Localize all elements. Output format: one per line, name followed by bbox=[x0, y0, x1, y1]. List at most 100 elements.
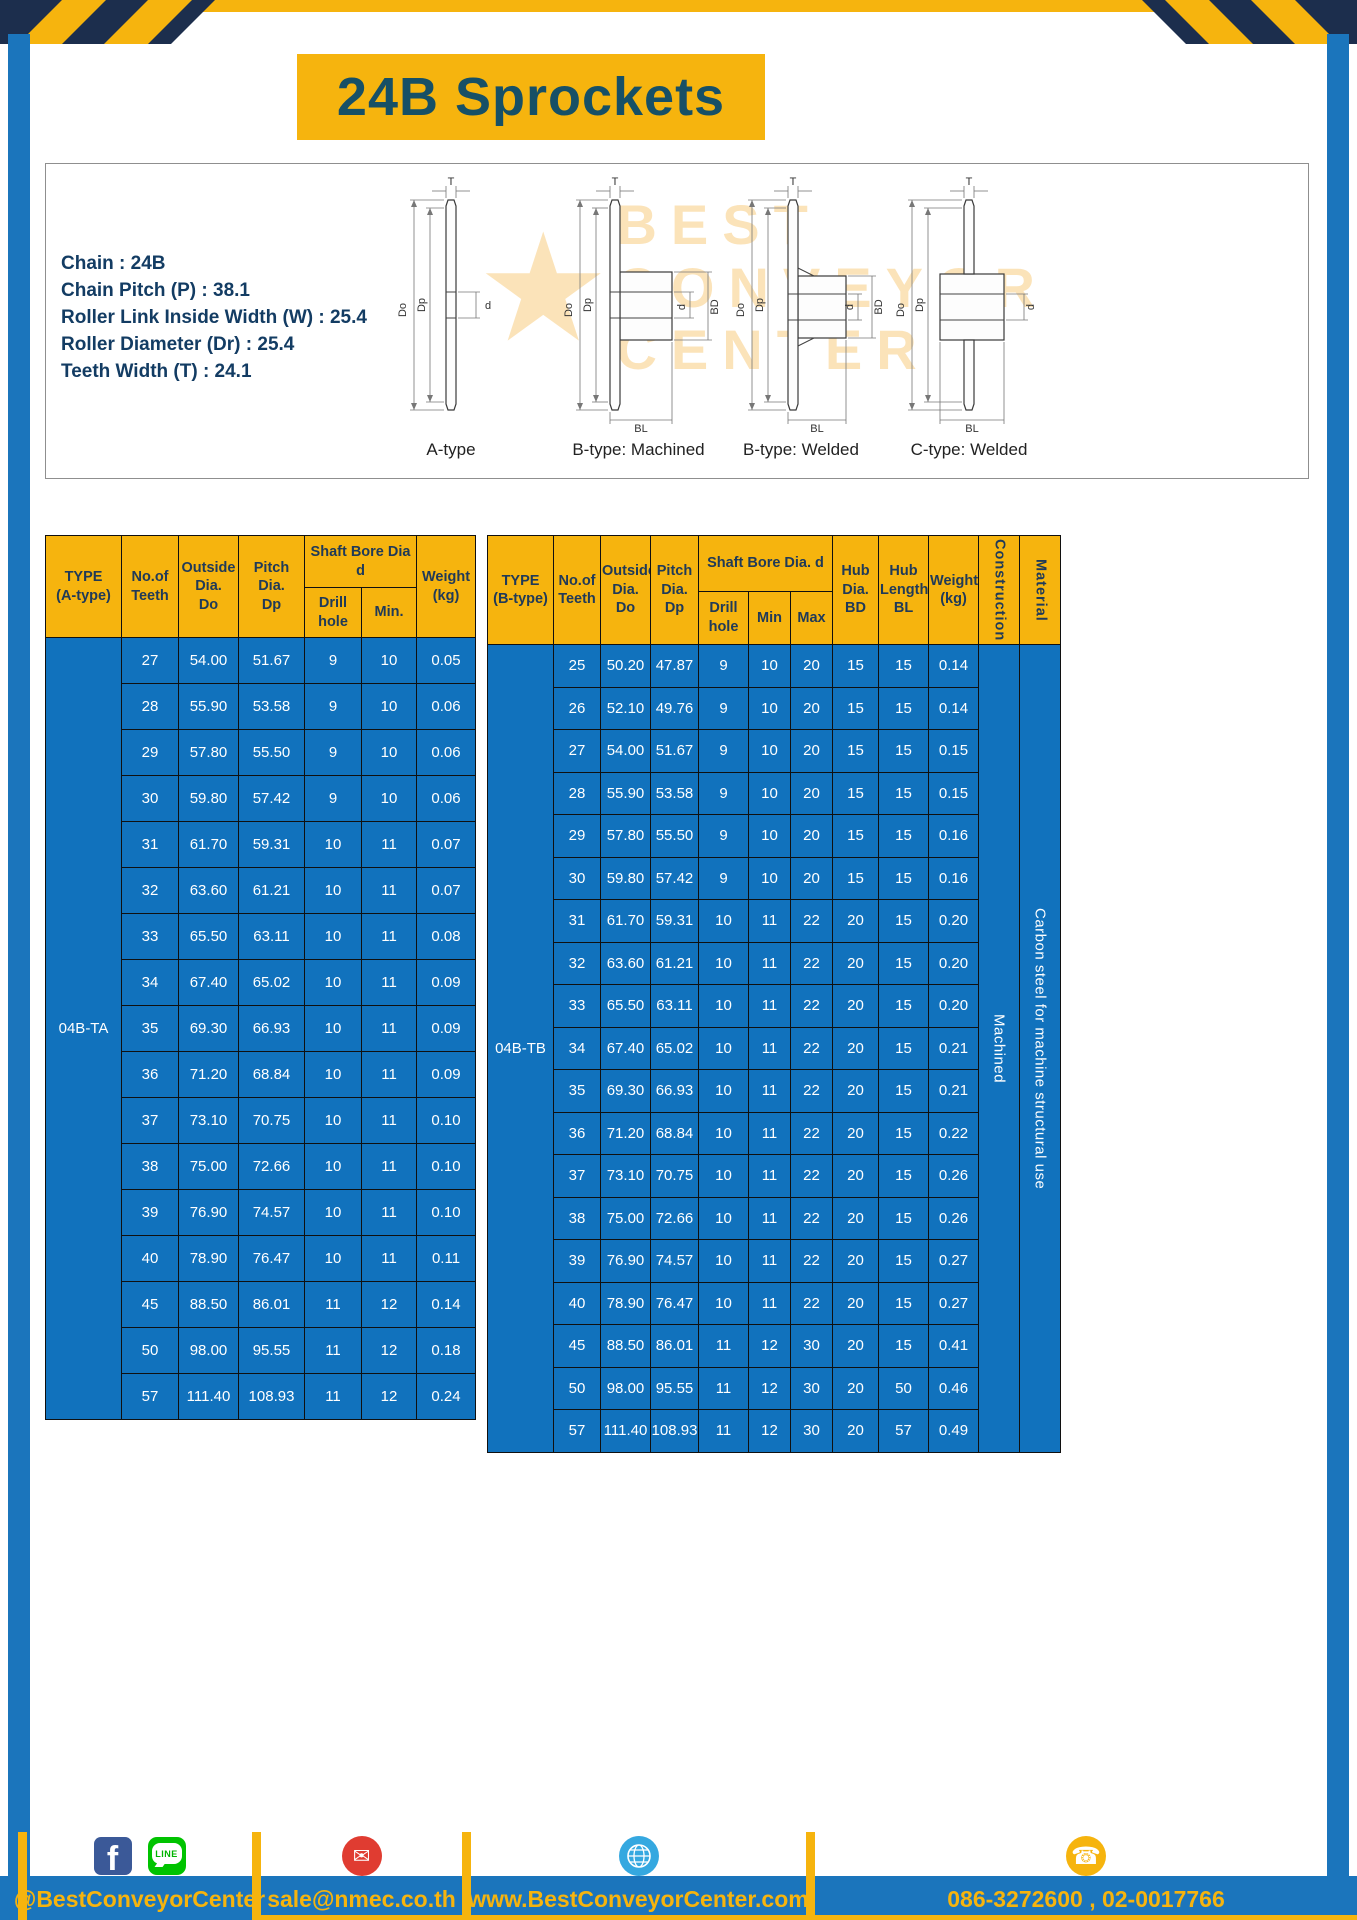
table-cell: 0.14 bbox=[928, 686, 980, 731]
table-cell: 9 bbox=[698, 729, 749, 773]
table-cell: 15 bbox=[878, 771, 930, 816]
table-cell: 11 bbox=[360, 959, 418, 1006]
table-cell: 75.00 bbox=[178, 1143, 239, 1190]
svg-text:d: d bbox=[1025, 304, 1037, 310]
table-cell: 20 bbox=[832, 1281, 880, 1326]
table-cell: 11 bbox=[360, 1189, 418, 1236]
table-row: 36 71.20 68.84 10 11 0.09 bbox=[46, 1051, 477, 1098]
header-construction: Construction bbox=[978, 534, 1021, 646]
table-cell: 74.57 bbox=[650, 1239, 699, 1283]
table-cell: 9 bbox=[698, 771, 749, 816]
header-material: Material bbox=[1019, 534, 1062, 646]
table-cell: 47.87 bbox=[650, 644, 699, 688]
table-cell: 10 bbox=[360, 729, 418, 776]
table-cell: 76.47 bbox=[238, 1235, 305, 1282]
table-cell: 95.55 bbox=[650, 1366, 699, 1411]
table-cell: 10 bbox=[698, 941, 749, 986]
table-cell: 11 bbox=[748, 1026, 791, 1071]
table-row: 40 78.90 76.47 10 11 0.11 bbox=[46, 1235, 477, 1282]
table-cell: 20 bbox=[832, 1366, 880, 1411]
table-cell: 63.60 bbox=[600, 941, 651, 986]
phone-icon: ☎ bbox=[1066, 1836, 1106, 1877]
table-cell: 67.40 bbox=[600, 1026, 651, 1071]
table-row: 28 55.90 53.58 9 10 20 15 15 0.15 bbox=[488, 771, 1061, 816]
table-row: 35 69.30 66.93 10 11 22 20 15 0.21 bbox=[488, 1069, 1061, 1113]
table-cell: 65.02 bbox=[650, 1026, 699, 1071]
svg-text:Do: Do bbox=[895, 303, 907, 317]
table-cell: 0.21 bbox=[928, 1026, 980, 1071]
table-cell: 10 bbox=[304, 1051, 362, 1098]
table-cell: 36 bbox=[553, 1111, 601, 1156]
table-cell: 61.70 bbox=[178, 821, 239, 868]
table-cell: 20 bbox=[832, 941, 880, 986]
table-cell: 34 bbox=[121, 959, 179, 1006]
table-cell: 0.20 bbox=[928, 984, 980, 1028]
table-cell: 63.11 bbox=[238, 913, 305, 960]
table-cell: 40 bbox=[121, 1235, 179, 1282]
table-cell: 0.27 bbox=[928, 1239, 980, 1283]
table-cell: 40 bbox=[553, 1281, 601, 1326]
frame-left bbox=[8, 34, 30, 1920]
table-cell: 66.93 bbox=[650, 1069, 699, 1113]
table-cell: 12 bbox=[360, 1327, 418, 1374]
table-cell: 10 bbox=[698, 1069, 749, 1113]
table-cell: 50 bbox=[553, 1366, 601, 1411]
table-cell: 0.20 bbox=[928, 941, 980, 986]
table-row: 40 78.90 76.47 10 11 22 20 15 0.27 bbox=[488, 1281, 1061, 1326]
table-cell: 11 bbox=[748, 984, 791, 1028]
table-cell: 0.09 bbox=[416, 1051, 477, 1098]
table-row: 29 57.80 55.50 9 10 0.06 bbox=[46, 729, 477, 776]
top-stripe bbox=[0, 0, 1357, 12]
table-cell: 54.00 bbox=[178, 637, 239, 684]
table-cell: 10 bbox=[304, 1097, 362, 1144]
table-cell: 108.93 bbox=[238, 1373, 305, 1420]
table-cell: 70.75 bbox=[238, 1097, 305, 1144]
drawing-caption: B-type: Welded bbox=[743, 440, 859, 459]
table-row: 26 52.10 49.76 9 10 20 15 15 0.14 bbox=[488, 686, 1061, 731]
table-cell: 57 bbox=[121, 1373, 179, 1420]
table-row: 45 88.50 86.01 11 12 30 20 15 0.41 bbox=[488, 1324, 1061, 1368]
table-cell: 57 bbox=[553, 1409, 601, 1453]
table-cell: 74.57 bbox=[238, 1189, 305, 1236]
header-pitch-dia: Pitch Dia. Dp bbox=[238, 535, 305, 638]
svg-text:Do: Do bbox=[735, 303, 747, 317]
table-cell: 57.80 bbox=[178, 729, 239, 776]
spec-list: Chain : 24B Chain Pitch (P) : 38.1 Roller … bbox=[61, 250, 367, 385]
svg-text:BD: BD bbox=[873, 299, 885, 314]
svg-text:Dp: Dp bbox=[416, 298, 428, 312]
table-cell: 10 bbox=[304, 867, 362, 914]
table-cell: 0.20 bbox=[928, 899, 980, 943]
table-cell: 9 bbox=[698, 856, 749, 901]
table-cell: 25 bbox=[553, 644, 601, 688]
table-cell: 54.00 bbox=[600, 729, 651, 773]
table-cell: 95.55 bbox=[238, 1327, 305, 1374]
table-cell: 0.10 bbox=[416, 1143, 477, 1190]
header-min: Min bbox=[748, 590, 791, 646]
table-cell: 15 bbox=[878, 814, 930, 858]
social-handle: @BestConveyorCenter bbox=[13, 1885, 266, 1912]
table-cell: 72.66 bbox=[238, 1143, 305, 1190]
spec-line: Roller Link Inside Width (W) : 25.4 bbox=[61, 307, 367, 328]
header-teeth: No.of Teeth bbox=[553, 534, 601, 646]
table-cell: 108.93 bbox=[650, 1409, 699, 1453]
table-cell: 30 bbox=[553, 856, 601, 901]
footer-divider bbox=[806, 1832, 815, 1920]
table-cell: 22 bbox=[789, 1069, 834, 1113]
table-cell: 0.46 bbox=[928, 1366, 980, 1411]
table-cell: 9 bbox=[304, 683, 362, 730]
table-cell: 73.10 bbox=[600, 1154, 651, 1198]
table-cell: 15 bbox=[832, 644, 880, 688]
header-max: Max bbox=[789, 590, 834, 646]
table-cell: 45 bbox=[553, 1324, 601, 1368]
table-cell: 0.16 bbox=[928, 856, 980, 901]
table-cell: 31 bbox=[121, 821, 179, 868]
table-cell: 22 bbox=[789, 1026, 834, 1071]
svg-text:Dp: Dp bbox=[914, 298, 926, 312]
hazard-stripes-right-icon bbox=[1142, 0, 1357, 44]
table-cell: 0.22 bbox=[928, 1111, 980, 1156]
table-cell: 15 bbox=[832, 686, 880, 731]
table-cell: 12 bbox=[748, 1409, 791, 1453]
table-cell: 20 bbox=[789, 771, 834, 816]
type-cell: 04B-TB bbox=[487, 644, 554, 1453]
svg-text:T: T bbox=[966, 176, 973, 188]
